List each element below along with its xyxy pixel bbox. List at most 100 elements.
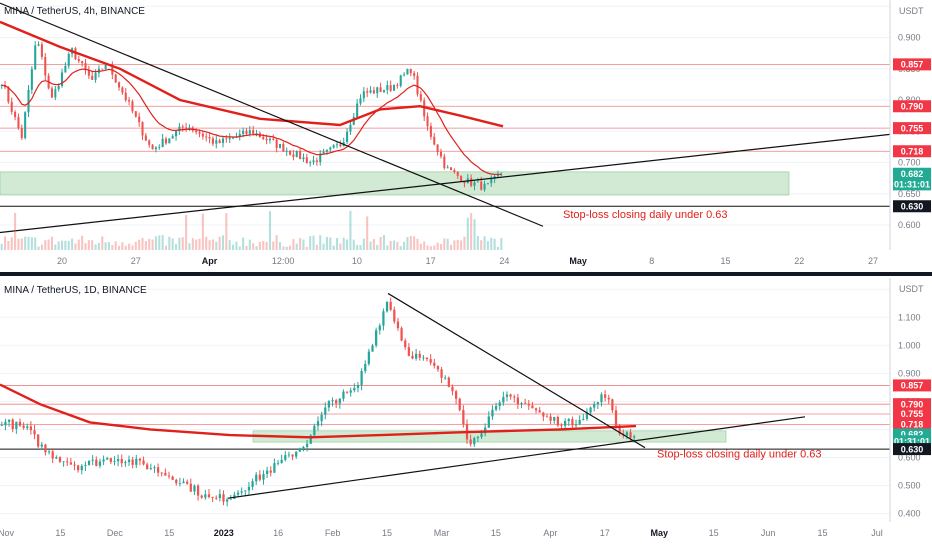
candle-body — [131, 101, 134, 112]
volume-bar — [134, 241, 137, 250]
candle-body — [419, 94, 422, 101]
candle-body — [164, 472, 167, 476]
candle-body — [84, 63, 87, 71]
volume-bar — [71, 238, 74, 250]
volume-bar — [205, 236, 208, 250]
volume-bar — [376, 244, 379, 250]
volume-bar — [382, 235, 385, 250]
volume-bar — [416, 238, 419, 250]
candle-body — [148, 140, 151, 145]
candle-body — [443, 156, 446, 168]
candle-body — [62, 461, 65, 463]
candle-body — [524, 403, 527, 404]
x-tick-label: Apr — [543, 528, 557, 538]
y-tick-label: 0.800 — [898, 95, 921, 105]
candle-body — [51, 451, 54, 459]
volume-bar — [47, 239, 50, 250]
volume-bar — [460, 240, 463, 250]
candle-body — [251, 481, 254, 487]
volume-bar — [466, 217, 469, 250]
volume-bar — [208, 240, 211, 250]
candle-body — [407, 347, 410, 356]
candle-body — [284, 455, 287, 460]
candle-body — [196, 485, 200, 496]
candle-body — [47, 451, 51, 453]
candle-body — [436, 365, 440, 370]
volume-bar — [141, 237, 144, 250]
candle-body — [473, 438, 476, 445]
candle-body — [498, 402, 501, 407]
stop-loss-annotation: Stop-loss closing daily under 0.63 — [657, 449, 821, 461]
candle-body — [18, 421, 22, 426]
candle-body — [545, 416, 549, 418]
candle-body — [386, 85, 389, 91]
volume-bar — [111, 245, 114, 250]
volume-bar — [148, 238, 151, 250]
volume-bar — [433, 245, 436, 250]
candle-body — [542, 412, 545, 417]
candle-body — [463, 181, 466, 184]
candle-body — [77, 465, 80, 471]
candle-body — [228, 137, 231, 140]
candle-body — [316, 421, 320, 426]
candle-body — [527, 403, 530, 406]
candle-body — [589, 407, 592, 413]
candle-body — [269, 470, 272, 473]
volume-bar — [295, 243, 298, 250]
candle-body — [154, 147, 157, 150]
volume-bar — [235, 241, 238, 250]
volume-bar — [188, 243, 191, 250]
volume-bar — [272, 241, 275, 250]
candle-body — [335, 400, 338, 404]
candle-body — [305, 157, 308, 164]
candle-body — [55, 457, 58, 459]
candle-body — [111, 64, 114, 75]
candle-body — [178, 126, 181, 132]
y-tick-label: 0.600 — [898, 220, 921, 230]
x-tick-label: 8 — [649, 256, 654, 266]
candle-body — [98, 461, 102, 466]
candle-body — [376, 87, 379, 94]
volume-bar — [24, 236, 27, 250]
candle-body — [67, 53, 70, 66]
volume-bar — [386, 245, 389, 250]
candle-body — [389, 301, 392, 310]
volume-bar — [164, 245, 168, 250]
volume-bar — [185, 215, 188, 250]
candle-body — [104, 65, 107, 69]
volume-bar — [500, 237, 503, 250]
candle-body — [80, 465, 83, 471]
candle-body — [560, 425, 563, 427]
volume-bar — [124, 245, 127, 250]
trendline — [387, 292, 646, 449]
volume-bar — [158, 235, 161, 250]
volume-bar — [131, 245, 134, 250]
candle-body — [211, 496, 214, 498]
volume-bar — [245, 245, 248, 250]
price-label-badge — [893, 178, 931, 191]
candle-body — [113, 461, 116, 462]
volume-bar — [175, 244, 178, 250]
candle-body — [385, 301, 389, 312]
candle-body — [353, 387, 356, 391]
volume-bar — [67, 241, 70, 250]
volume-bar — [346, 239, 349, 250]
candle-body — [73, 464, 76, 466]
volume-bar — [198, 238, 201, 250]
x-tick-label: Nov — [0, 528, 14, 538]
currency-label: USDT — [899, 6, 924, 16]
candle-body — [185, 127, 188, 129]
volume-bar — [40, 244, 43, 250]
volume-bar — [215, 241, 218, 250]
candle-body — [473, 182, 476, 186]
y-tick-label: 0.900 — [898, 33, 921, 43]
volume-bar — [7, 241, 10, 250]
volume-bar — [27, 236, 30, 250]
candle-body — [116, 459, 120, 462]
candle-body — [371, 345, 374, 352]
volume-bar — [329, 237, 332, 250]
candle-body — [114, 74, 117, 83]
volume-bar — [44, 240, 47, 250]
candle-body — [509, 394, 512, 397]
